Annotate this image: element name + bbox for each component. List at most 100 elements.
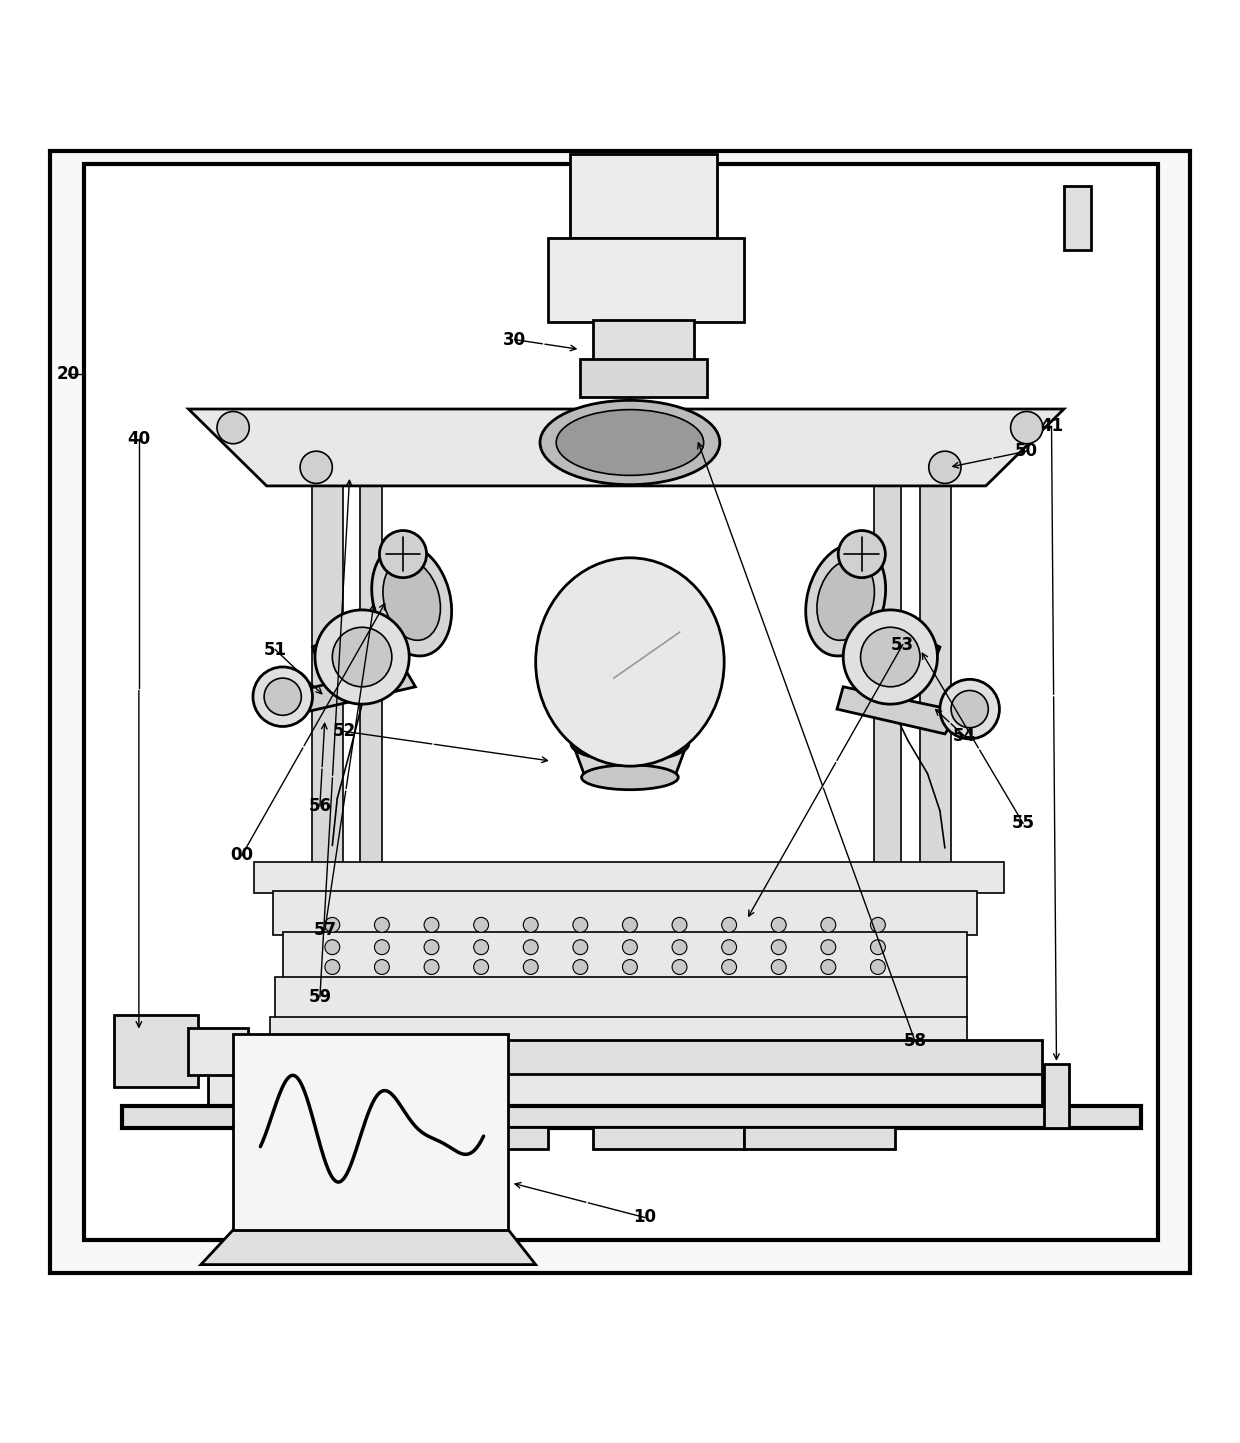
Bar [593, 320, 694, 362]
Circle shape [300, 452, 332, 483]
Text: 52: 52 [334, 723, 356, 740]
Circle shape [374, 918, 389, 932]
Bar [84, 163, 1158, 1240]
Circle shape [622, 918, 637, 932]
Text: 57: 57 [314, 921, 336, 939]
Circle shape [523, 939, 538, 955]
Bar [1044, 1063, 1069, 1128]
Circle shape [771, 960, 786, 974]
Circle shape [870, 918, 885, 932]
Circle shape [870, 939, 885, 955]
Circle shape [253, 667, 312, 726]
Polygon shape [312, 622, 366, 667]
Circle shape [821, 960, 836, 974]
Polygon shape [188, 408, 1064, 486]
Bar [233, 1035, 508, 1229]
Circle shape [622, 939, 637, 955]
Bar [744, 1127, 895, 1149]
Circle shape [474, 960, 489, 974]
Circle shape [424, 939, 439, 955]
Bar [275, 977, 967, 1019]
Ellipse shape [541, 400, 719, 485]
Circle shape [325, 939, 340, 955]
Text: 20: 20 [57, 365, 79, 384]
Bar [580, 359, 707, 397]
Bar [188, 1027, 248, 1075]
Circle shape [672, 960, 687, 974]
Circle shape [374, 960, 389, 974]
Bar [273, 892, 977, 935]
Ellipse shape [383, 560, 440, 641]
Circle shape [861, 628, 920, 687]
Circle shape [474, 939, 489, 955]
Text: 53: 53 [892, 635, 914, 654]
Ellipse shape [582, 765, 678, 789]
Polygon shape [295, 665, 415, 711]
Ellipse shape [536, 558, 724, 766]
Text: 10: 10 [634, 1208, 656, 1227]
Circle shape [374, 939, 389, 955]
Circle shape [424, 918, 439, 932]
Circle shape [523, 918, 538, 932]
Text: 56: 56 [309, 797, 331, 815]
Circle shape [315, 610, 409, 704]
Circle shape [573, 960, 588, 974]
Circle shape [722, 918, 737, 932]
Circle shape [951, 691, 988, 727]
Text: 50: 50 [1016, 442, 1038, 460]
Text: 00: 00 [231, 847, 253, 864]
Polygon shape [573, 743, 687, 778]
Ellipse shape [372, 544, 451, 657]
Ellipse shape [806, 544, 885, 657]
Circle shape [523, 960, 538, 974]
Circle shape [940, 680, 999, 739]
Circle shape [332, 628, 392, 687]
Circle shape [771, 939, 786, 955]
Circle shape [821, 918, 836, 932]
Bar [312, 486, 343, 864]
Circle shape [325, 960, 340, 974]
Polygon shape [890, 622, 940, 667]
Ellipse shape [557, 410, 703, 475]
Bar [874, 486, 901, 864]
Bar [208, 1040, 1042, 1075]
Circle shape [722, 939, 737, 955]
Circle shape [771, 918, 786, 932]
Bar [283, 932, 967, 980]
Bar [548, 238, 744, 322]
Circle shape [217, 411, 249, 444]
Text: 59: 59 [309, 988, 331, 1006]
Text: 41: 41 [1040, 417, 1063, 436]
Circle shape [672, 918, 687, 932]
Bar [360, 486, 382, 864]
Bar [570, 153, 717, 238]
Circle shape [929, 452, 961, 483]
Polygon shape [837, 687, 961, 734]
Bar [593, 1127, 744, 1149]
Circle shape [573, 939, 588, 955]
Circle shape [838, 531, 885, 577]
Text: 30: 30 [503, 330, 526, 349]
Text: 55: 55 [1012, 814, 1034, 833]
Text: 54: 54 [954, 727, 976, 746]
Bar [254, 861, 1004, 893]
Bar [122, 1105, 1141, 1128]
Circle shape [325, 918, 340, 932]
Circle shape [672, 939, 687, 955]
Bar [208, 1074, 1042, 1108]
Circle shape [622, 960, 637, 974]
Bar [397, 1127, 548, 1149]
Circle shape [821, 939, 836, 955]
Bar [270, 1017, 967, 1043]
Circle shape [379, 531, 427, 577]
Text: 40: 40 [128, 430, 150, 447]
Circle shape [870, 960, 885, 974]
Text: 58: 58 [904, 1032, 926, 1051]
Bar [114, 1016, 198, 1087]
Circle shape [264, 678, 301, 716]
Circle shape [474, 918, 489, 932]
Bar [1064, 186, 1091, 250]
Circle shape [722, 960, 737, 974]
Ellipse shape [817, 560, 874, 641]
Circle shape [1011, 411, 1043, 444]
